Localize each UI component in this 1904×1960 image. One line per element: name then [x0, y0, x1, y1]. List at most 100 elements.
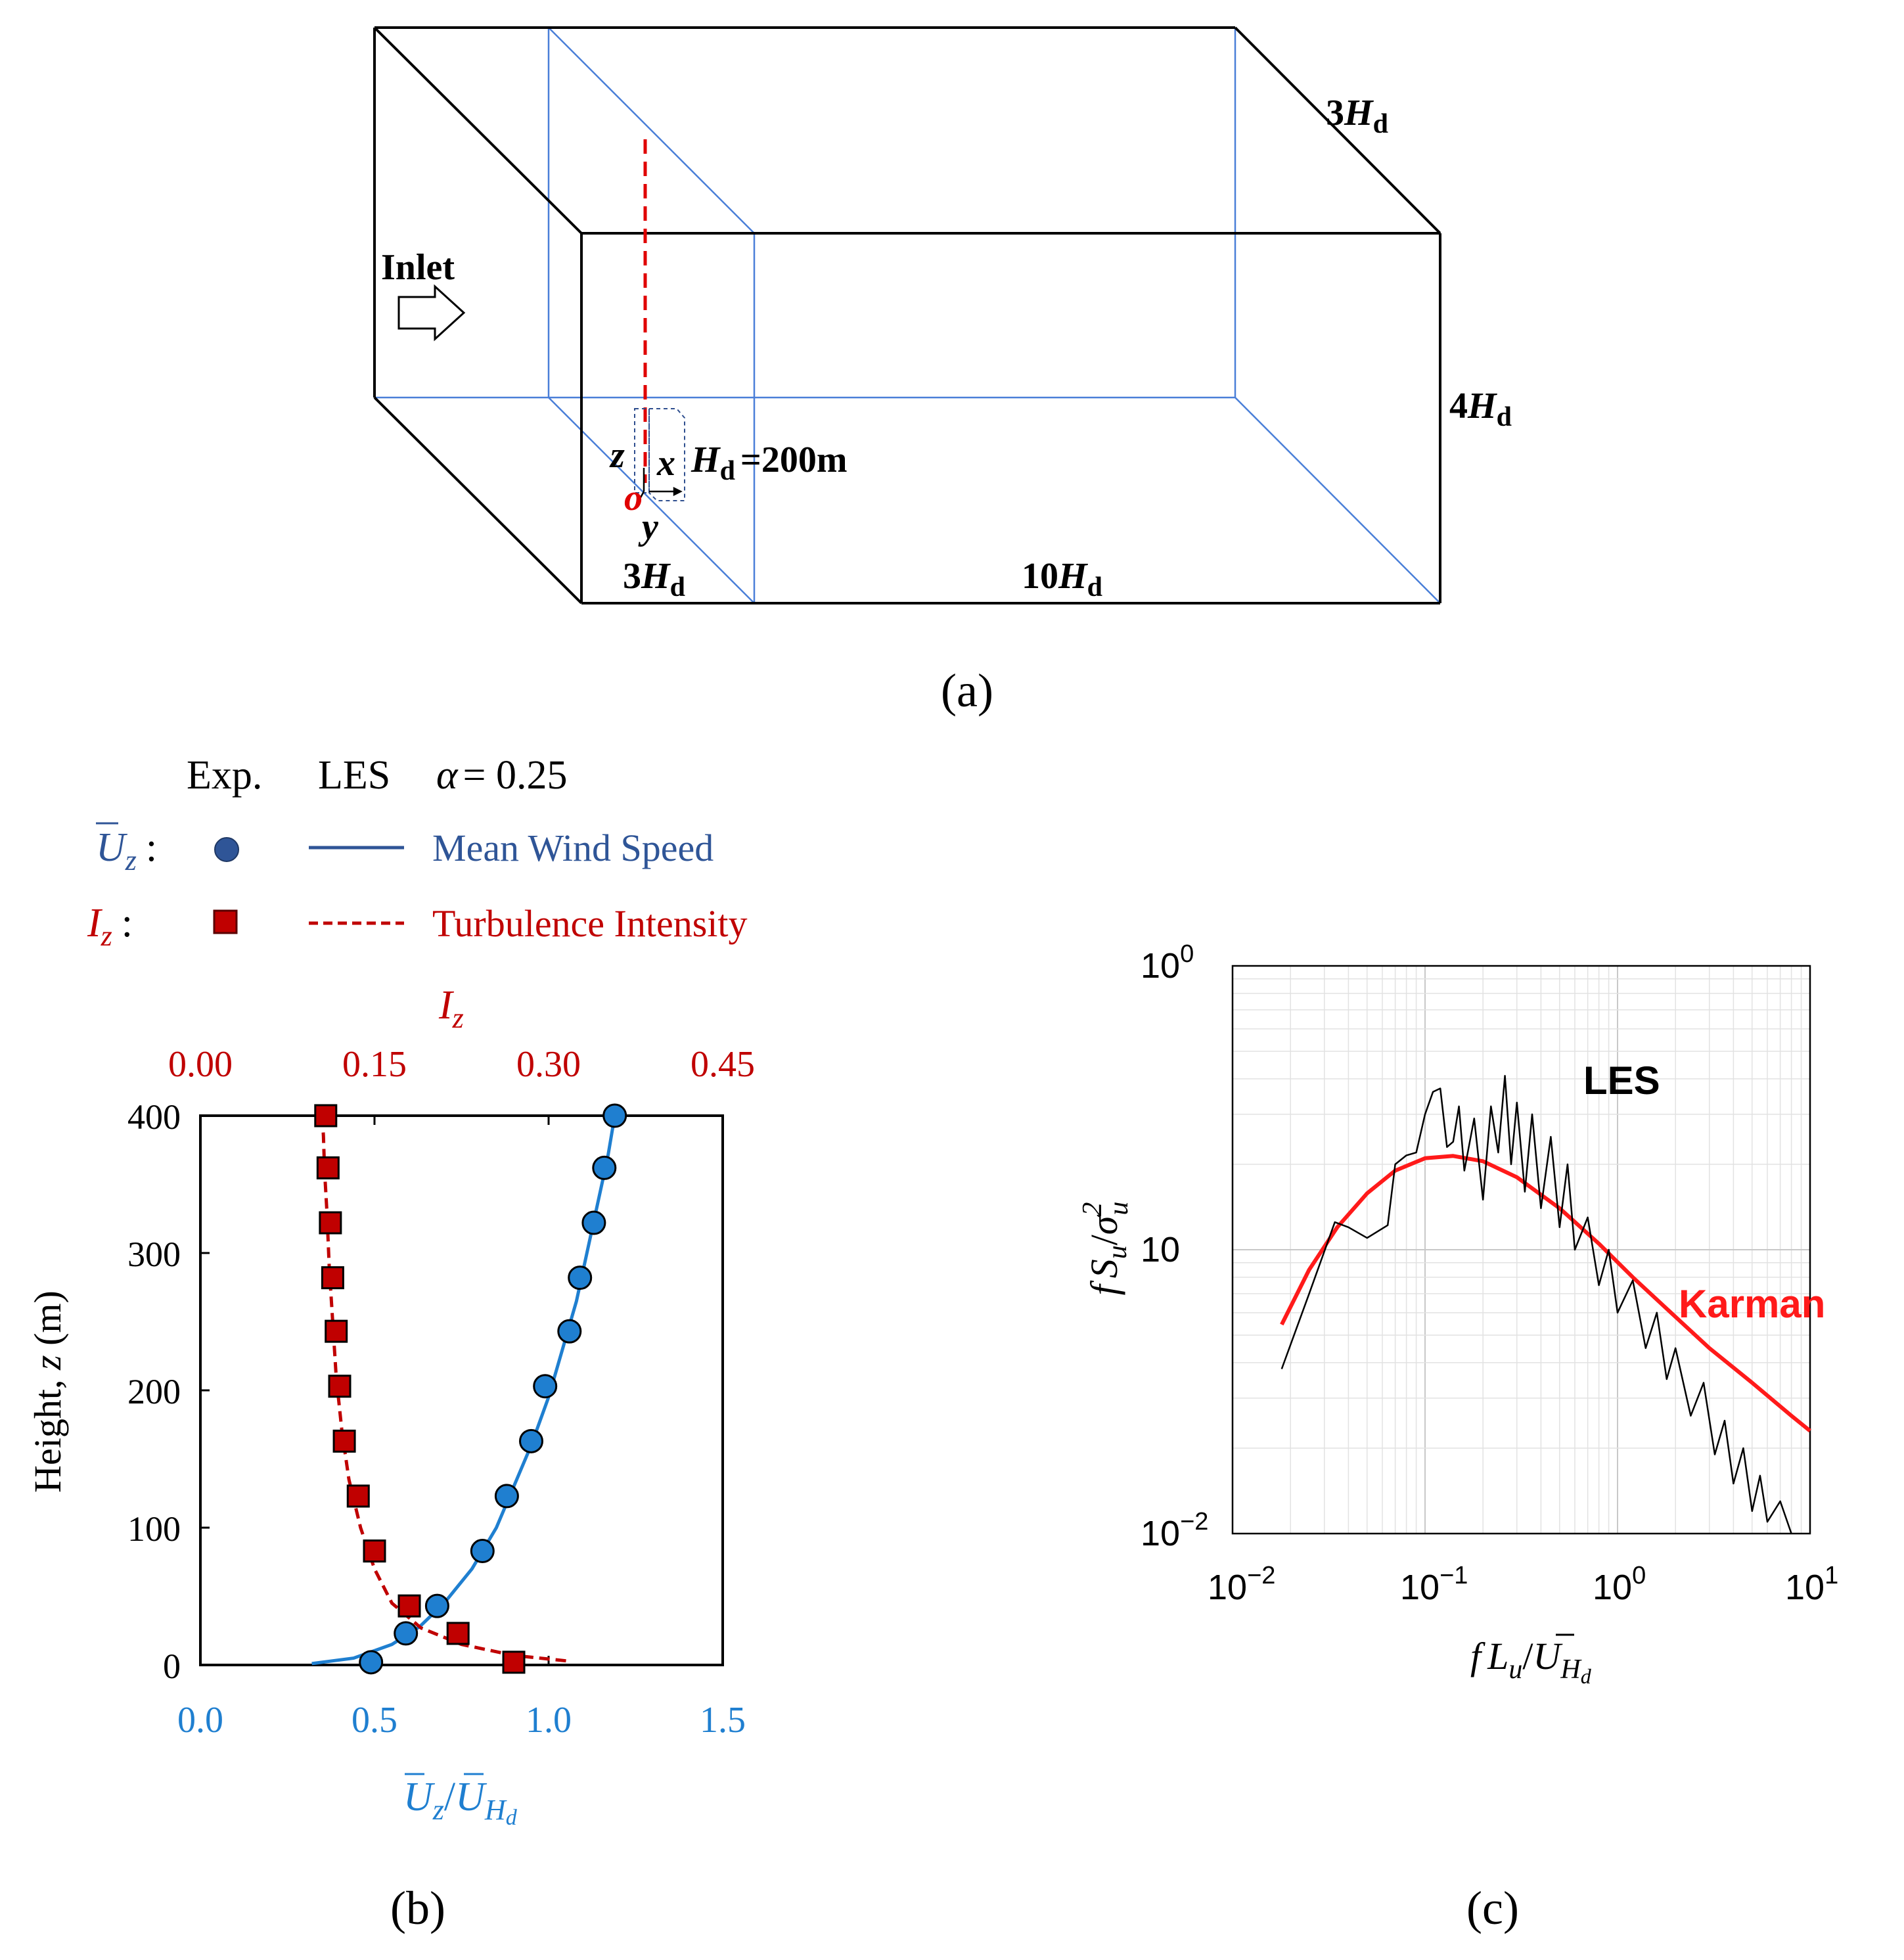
legend-exp-circle-marker	[214, 837, 239, 862]
domain-diagram: Inlet z x o y Hd =200m 3Hd 4Hd 3Hd 10Hd (…	[373, 26, 1512, 717]
bottom-axis-title: Uz/UHd	[403, 1775, 518, 1830]
spectrum-plot-frame	[1231, 965, 1811, 1535]
blue-plane-diag-bottom	[548, 397, 755, 604]
spectrum-x-tick-label: 100	[1593, 1562, 1646, 1607]
karman-spectrum-line	[1280, 1154, 1811, 1433]
domain-height-label: 4Hd	[1449, 386, 1512, 432]
spectrum-grid	[1232, 966, 1810, 1534]
y-axis-arrow	[635, 491, 645, 507]
y-tick-label: 0	[163, 1647, 181, 1686]
domain-depth-label: 3Hd	[1326, 93, 1388, 139]
exp-mean-wind-speed-point	[394, 1621, 419, 1646]
exp-turbulence-intensity-point	[319, 1211, 342, 1235]
legend-les-header: LES	[318, 753, 390, 798]
exp-turbulence-intensity-point	[346, 1484, 370, 1508]
caption-b: (b)	[390, 1882, 445, 1934]
y-axis-label: y	[638, 507, 659, 547]
top-x-tick-label: 0.15	[342, 1044, 407, 1085]
exp-mean-wind-speed-point	[602, 1103, 627, 1128]
y-tick-label: 400	[127, 1097, 181, 1137]
y-tick-label: 200	[127, 1372, 181, 1411]
exp-turbulence-intensity-point	[316, 1156, 340, 1179]
exp-mean-wind-speed-point	[533, 1374, 558, 1399]
profile-points	[314, 1103, 627, 1675]
legend-exp-square-marker	[213, 909, 238, 934]
exp-mean-wind-speed-point	[568, 1265, 593, 1290]
profile-top-x-ticks: 0.00 0.15 0.30 0.45	[168, 1044, 755, 1125]
caption-a: (a)	[941, 664, 993, 717]
exp-turbulence-intensity-point	[328, 1375, 351, 1398]
spectrum-y-axis-label: fSu/σ2u	[1077, 1202, 1134, 1296]
y-tick-label: 100	[127, 1509, 181, 1549]
x-axis-arrowhead	[673, 486, 683, 497]
legend-u-symbol: Uz:	[96, 825, 157, 877]
legend-alpha: α = 0.25	[436, 753, 568, 798]
legend-turbulence-intensity: Turbulence Intensity	[432, 902, 748, 945]
box-top-right-diag	[1234, 26, 1441, 235]
spectrum-x-axis-label: f Lu/UHd	[1470, 1635, 1592, 1688]
bottom-x-tick-label: 1.0	[526, 1700, 572, 1741]
les-curve-label: LES	[1583, 1059, 1660, 1103]
exp-mean-wind-speed-point	[359, 1650, 384, 1675]
exp-turbulence-intensity-point	[502, 1651, 526, 1674]
exp-mean-wind-speed-point	[519, 1428, 543, 1453]
blue-plane-diag-top	[548, 27, 755, 234]
inlet-label: Inlet	[381, 247, 455, 288]
box-bottom-left-diag	[373, 396, 583, 604]
exp-mean-wind-speed-point	[470, 1539, 495, 1564]
x-axis-label: x	[656, 443, 675, 484]
exp-mean-wind-speed-point	[581, 1210, 606, 1235]
spectrum-lines	[1280, 1075, 1811, 1534]
les-spectrum-line	[1281, 1075, 1792, 1534]
legend-mean-wind-speed: Mean Wind Speed	[432, 827, 714, 869]
building-outline	[634, 408, 685, 501]
profile-lines	[311, 1115, 617, 1666]
bottom-x-tick-label: 0.0	[177, 1700, 223, 1741]
box-top-left-diag	[373, 26, 583, 235]
exp-turbulence-intensity-point	[332, 1429, 356, 1453]
origin-label: o	[624, 478, 643, 518]
exp-turbulence-intensity-point	[363, 1539, 386, 1563]
legend-exp-header: Exp.	[187, 753, 262, 798]
exp-mean-wind-speed-point	[557, 1319, 582, 1344]
top-x-tick-label: 0.30	[516, 1044, 581, 1085]
profile-y-ticks: 0 100 200 300 400	[127, 1097, 210, 1686]
exp-mean-wind-speed-point	[424, 1593, 449, 1618]
spectrum-x-tick-label: 10−2	[1208, 1562, 1275, 1607]
spectrum-x-tick-label: 10−1	[1400, 1562, 1468, 1607]
building-height-label: Hd =200m	[691, 440, 847, 486]
exp-turbulence-intensity-point	[321, 1266, 344, 1290]
spectrum-y-tick-label: 100	[1141, 940, 1194, 986]
bottom-x-tick-label: 0.5	[351, 1700, 397, 1741]
blue-floor-right-diag	[1235, 397, 1441, 604]
top-x-tick-label: 0.45	[691, 1044, 755, 1085]
exp-mean-wind-speed-point	[494, 1484, 519, 1509]
profile-bottom-x-ticks: 0.0 0.5 1.0 1.5	[177, 1656, 746, 1741]
spectrum-y-tick-label: 10−2	[1141, 1508, 1208, 1553]
z-axis-label: z	[609, 435, 625, 476]
exp-turbulence-intensity-point	[446, 1622, 470, 1645]
profile-y-axis-label: Height, z (m)	[26, 1290, 69, 1493]
spectrum-ticks: 10−2 10−1 100 101 100 10 10−2	[1141, 940, 1838, 1607]
upstream-length-label: 3Hd	[623, 556, 685, 603]
top-x-tick-label: 0.00	[168, 1044, 233, 1085]
caption-c: (c)	[1466, 1882, 1519, 1934]
y-tick-label: 300	[127, 1235, 181, 1274]
profile-legend: Exp. LES α = 0.25 Uz: Mean Wind Speed Iz:…	[87, 753, 748, 952]
les-turbulence-intensity-line	[321, 1115, 566, 1663]
top-axis-title: Iz	[438, 983, 464, 1034]
spectrum-x-tick-label: 101	[1785, 1562, 1838, 1607]
inlet-arrow-icon	[397, 284, 466, 342]
spectrum-chart: 10−2 10−1 100 101 100 10 10−2 LES Karman fSu/σ…	[1077, 940, 1838, 1934]
downstream-length-label: 10Hd	[1022, 556, 1102, 603]
bottom-x-tick-label: 1.5	[700, 1700, 746, 1741]
legend-i-symbol: Iz:	[87, 901, 133, 952]
exp-turbulence-intensity-point	[314, 1104, 338, 1128]
karman-curve-label: Karman	[1679, 1282, 1825, 1326]
exp-mean-wind-speed-point	[592, 1155, 617, 1180]
profile-chart: Exp. LES α = 0.25 Uz: Mean Wind Speed Iz:…	[26, 753, 755, 1934]
exp-turbulence-intensity-point	[325, 1319, 348, 1343]
les-mean-wind-speed-line	[311, 1115, 617, 1666]
spectrum-y-tick-label: 10	[1141, 1230, 1180, 1269]
